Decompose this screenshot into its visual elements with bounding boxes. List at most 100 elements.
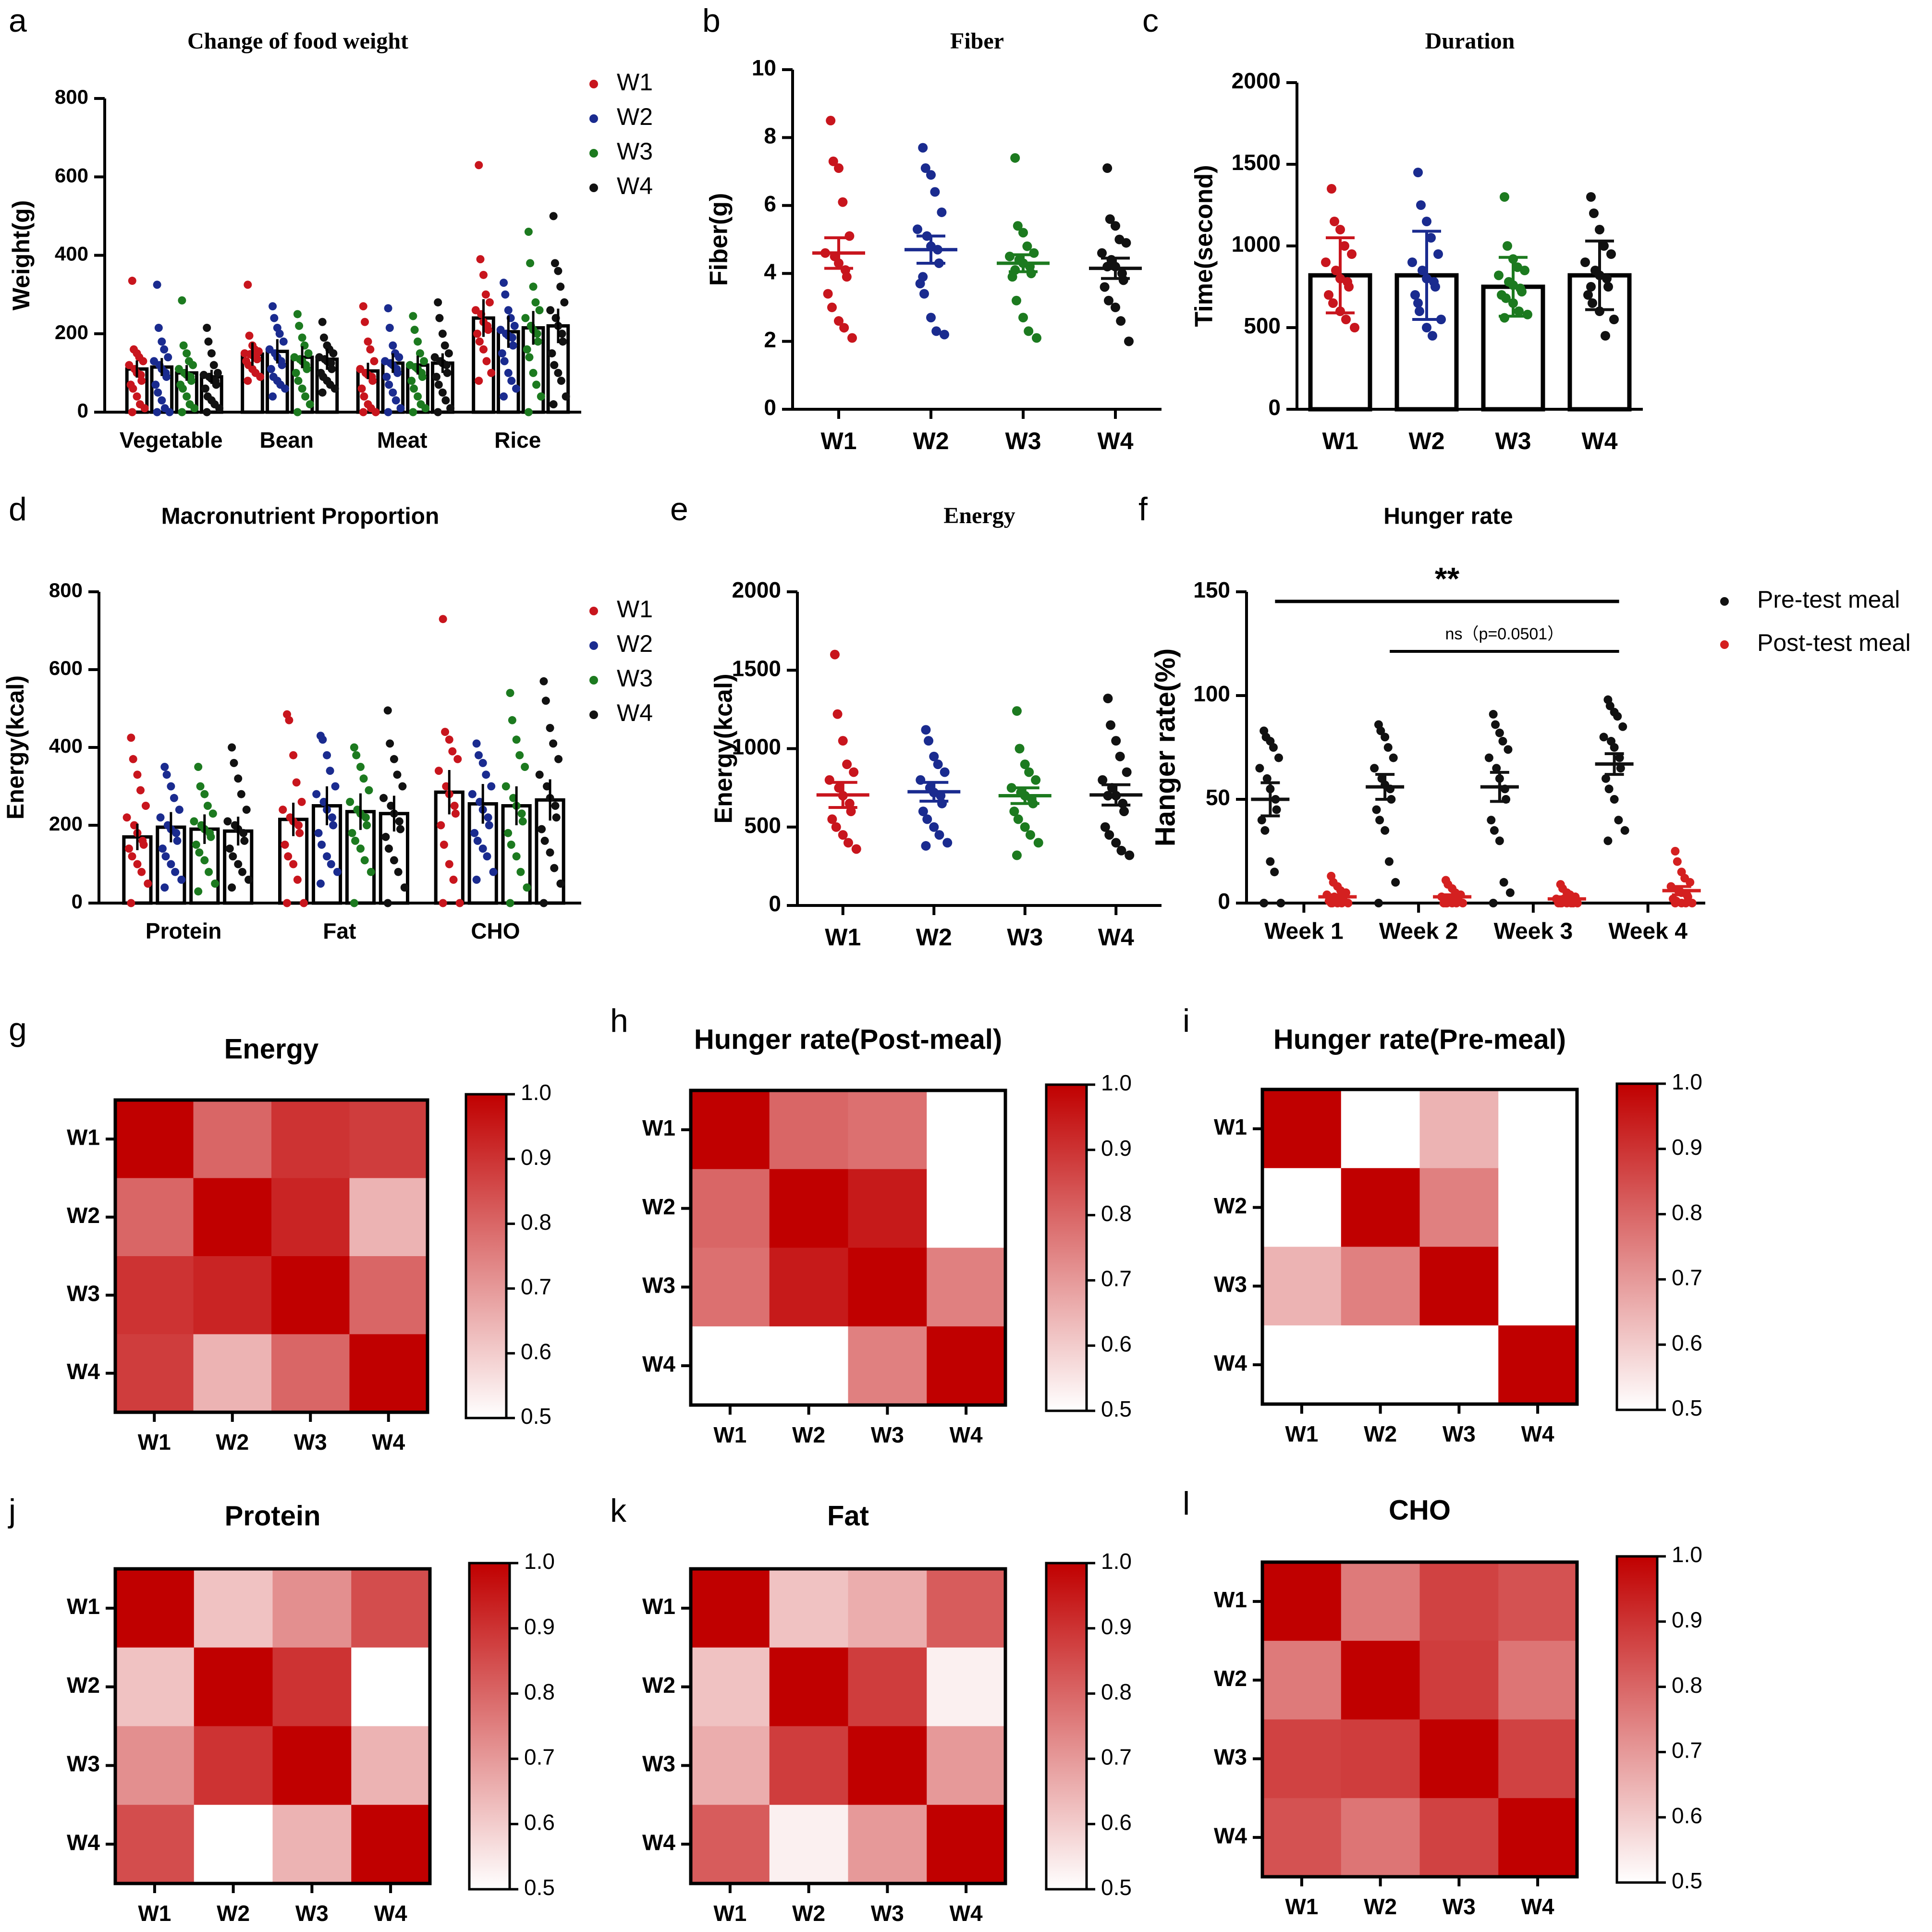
heatmap-frame <box>1260 1560 1579 1879</box>
data-point <box>1681 899 1690 907</box>
column-label: W1 <box>138 1430 171 1455</box>
data-point <box>357 384 366 393</box>
data-point <box>1012 706 1022 716</box>
data-point <box>162 373 171 381</box>
data-point <box>196 782 205 791</box>
data-point <box>521 314 530 322</box>
data-point <box>318 735 327 744</box>
data-point <box>140 404 149 413</box>
column-label: W4 <box>372 1430 405 1455</box>
data-point <box>190 404 199 413</box>
heatmap-cell <box>1498 1562 1577 1641</box>
heatmap-cell <box>115 1100 194 1178</box>
data-point <box>178 408 186 416</box>
data-point <box>1381 826 1390 835</box>
data-point <box>298 384 306 393</box>
data-point <box>468 790 477 798</box>
data-point <box>509 341 517 350</box>
data-point <box>329 821 338 830</box>
data-point <box>289 751 298 759</box>
x-tick-label: Week 2 <box>1379 919 1458 944</box>
data-point <box>396 404 405 413</box>
data-point <box>1484 753 1493 762</box>
heatmap-cell <box>927 1169 1006 1248</box>
data-point <box>318 318 327 326</box>
data-point <box>351 836 360 845</box>
data-point <box>407 377 416 385</box>
data-point <box>1407 257 1417 267</box>
data-point <box>1111 736 1121 746</box>
legend-label: W4 <box>617 699 653 726</box>
data-point <box>158 337 166 346</box>
significance-label: ns（p=0.0501） <box>1445 625 1564 643</box>
data-point <box>1103 694 1113 704</box>
y-tick-label: 1500 <box>1232 150 1281 175</box>
heatmap-cell <box>271 1334 350 1413</box>
data-point <box>1344 282 1354 292</box>
data-point <box>1410 290 1420 300</box>
data-point <box>556 880 565 888</box>
data-point <box>481 290 490 299</box>
data-point <box>1327 184 1336 194</box>
data-point <box>441 396 450 405</box>
data-point <box>228 743 236 752</box>
data-point <box>1588 298 1597 308</box>
data-point <box>212 380 220 389</box>
heatmap-cell <box>1419 1719 1499 1798</box>
x-tick-label: Bean <box>259 428 313 452</box>
data-point <box>359 302 367 311</box>
panel-k: k Fat W1 W1 W2 W2 W3 W3 W4 W4 1.0 0.9 0.8 0.7 0.6 0.5 <box>610 1492 1132 1926</box>
heatmap-cell <box>927 1247 1006 1327</box>
data-point <box>560 298 569 306</box>
data-point <box>534 337 542 346</box>
data-point <box>500 279 508 287</box>
data-point <box>1118 275 1128 285</box>
colorbar-tick-label: 0.5 <box>524 1875 555 1900</box>
data-point <box>1589 208 1599 218</box>
data-point <box>253 355 261 364</box>
panel-letter: a <box>9 2 27 39</box>
chart-title: Protein <box>225 1500 321 1531</box>
data-point <box>1255 764 1264 773</box>
data-point <box>293 408 302 416</box>
data-point <box>129 755 137 763</box>
y-tick-label: 10 <box>752 55 776 80</box>
heatmap-cell <box>1498 1089 1577 1169</box>
data-point <box>410 384 418 393</box>
row-label: W2 <box>67 1203 100 1228</box>
heatmap-cell <box>927 1805 1006 1884</box>
data-point <box>931 326 942 336</box>
data-point <box>842 759 852 770</box>
x-tick-label: W3 <box>1007 924 1043 951</box>
data-point <box>922 814 932 824</box>
panel-letter: j <box>8 1492 16 1529</box>
row-label: W3 <box>642 1751 675 1776</box>
data-point <box>350 899 358 907</box>
column-label: W4 <box>950 1901 983 1926</box>
data-point <box>1122 767 1132 777</box>
data-point <box>449 875 458 884</box>
data-point <box>1381 733 1390 742</box>
legend-marker <box>589 607 598 615</box>
heatmap-cell <box>769 1090 848 1170</box>
data-point <box>1601 331 1610 341</box>
data-point <box>523 345 531 354</box>
data-point <box>318 388 327 397</box>
y-axis-label: Energy(kcal) <box>710 673 738 823</box>
data-point <box>842 272 852 282</box>
data-point <box>167 860 175 868</box>
row-label: W4 <box>1214 1350 1247 1375</box>
data-point <box>1586 282 1596 292</box>
data-point <box>128 408 136 416</box>
heatmap-cell <box>848 1647 927 1726</box>
data-point <box>190 817 198 826</box>
legend-label: W2 <box>617 630 653 657</box>
panel-h: h Hunger rate(Post-meal) W1 W1 W2 W2 W3 W3 W4 W4 1… <box>610 1003 1132 1447</box>
data-point <box>439 615 447 624</box>
heatmap-frame <box>113 1098 429 1414</box>
x-tick-label: Week 1 <box>1264 919 1344 944</box>
legend-label: W1 <box>617 596 653 623</box>
data-point <box>154 388 162 397</box>
data-point <box>500 392 508 401</box>
data-point <box>1111 838 1121 848</box>
